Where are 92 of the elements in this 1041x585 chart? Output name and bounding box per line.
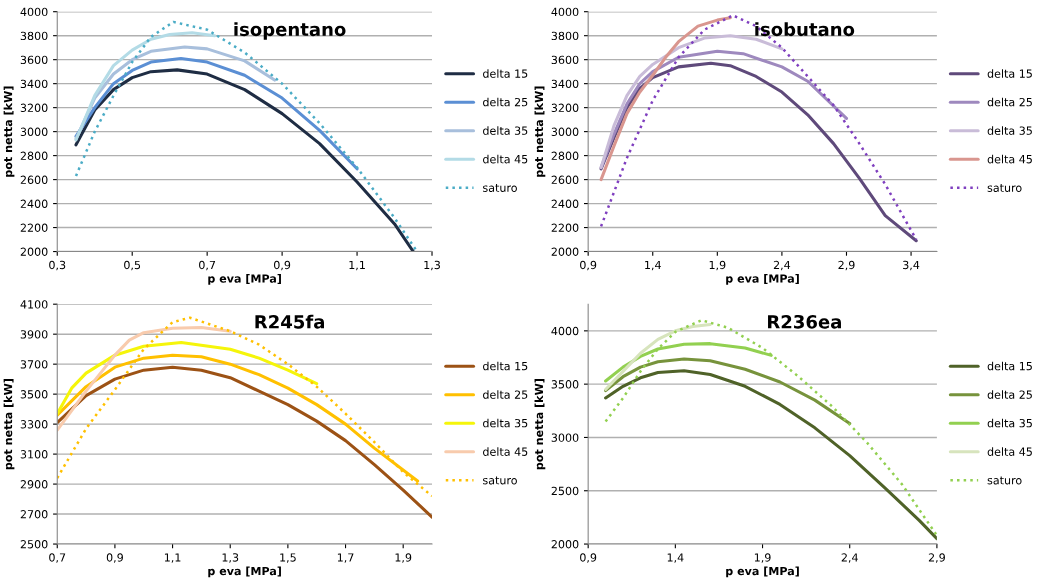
y-axis-title: pot netta [kW] — [534, 379, 546, 470]
y-tick-label: 2200 — [551, 223, 579, 232]
y-tick-label: 2400 — [20, 199, 48, 208]
legend-label: delta 35 — [483, 418, 528, 428]
y-tick-label: 2400 — [551, 199, 579, 208]
x-tick-label: 1,5 — [280, 553, 296, 563]
y-tick-label: 4000 — [20, 7, 48, 17]
x-tick-label: 1,3 — [424, 260, 440, 271]
legend-label: delta 35 — [483, 126, 528, 135]
legend-label: delta 25 — [987, 390, 1032, 399]
y-tick-label: 3800 — [551, 31, 579, 41]
legend-label: saturo — [483, 476, 517, 485]
y-tick-label: 2800 — [20, 151, 48, 160]
x-tick-label: 3,4 — [903, 260, 920, 271]
x-tick-label: 0,9 — [580, 553, 597, 563]
x-tick-label: 1,4 — [667, 553, 684, 563]
y-tick-label: 3300 — [20, 420, 48, 429]
y-tick-label: 3400 — [20, 79, 48, 89]
x-tick-label: 2,9 — [838, 260, 855, 271]
chart-title: R236ea — [768, 314, 841, 329]
y-tick-label: 2600 — [20, 175, 48, 184]
y-tick-label: 2900 — [20, 480, 48, 489]
y-tick-label: 2500 — [20, 540, 48, 549]
y-tick-label: 2500 — [551, 486, 579, 496]
y-tick-label: 3500 — [551, 380, 579, 389]
y-tick-label: 2000 — [551, 540, 579, 549]
x-tick-label: 1,4 — [645, 260, 661, 271]
x-tick-label: 0,3 — [49, 260, 66, 271]
x-tick-label: 1,1 — [349, 260, 365, 271]
y-tick-label: 3400 — [551, 79, 579, 89]
legend-label: delta 35 — [987, 418, 1032, 428]
x-tick-label: 1,9 — [709, 260, 726, 271]
y-axis-title: pot netta [kW] — [534, 86, 546, 177]
x-tick-label: 0,7 — [49, 553, 66, 563]
legend-label: delta 45 — [483, 154, 528, 164]
legend-label: saturo — [987, 183, 1022, 192]
legend-label: saturo — [483, 183, 517, 192]
y-tick-label: 3900 — [20, 330, 48, 339]
y-tick-label: 2600 — [551, 175, 579, 184]
y-tick-label: 3600 — [20, 55, 48, 65]
y-tick-label: 3700 — [20, 360, 48, 369]
chart-title: R245fa — [255, 314, 324, 329]
legend-label: delta 35 — [987, 126, 1032, 135]
legend-label: saturo — [987, 476, 1022, 485]
y-tick-label: 2200 — [20, 223, 48, 232]
legend-label: delta 15 — [483, 361, 528, 371]
x-tick-label: 2,9 — [928, 553, 945, 563]
y-axis-title: pot netta [kW] — [3, 86, 15, 177]
x-tick-label: 2,4 — [773, 260, 791, 271]
x-axis-title: p eva [MPa] — [726, 566, 799, 578]
y-tick-label: 3000 — [551, 127, 579, 136]
x-tick-label: 2,4 — [841, 553, 858, 563]
legend-label: delta 15 — [483, 69, 528, 78]
x-tick-label: 0,7 — [199, 260, 216, 271]
x-tick-label: 0,9 — [274, 260, 291, 271]
y-tick-label: 3100 — [20, 450, 48, 459]
y-tick-label: 3000 — [20, 127, 48, 136]
y-axis-title: pot netta [kW] — [3, 379, 15, 470]
y-tick-label: 2700 — [20, 510, 48, 519]
y-tick-label: 4100 — [20, 300, 48, 309]
legend-label: delta 45 — [987, 154, 1032, 164]
x-tick-label: 1,9 — [754, 553, 771, 563]
legend-label: delta 25 — [483, 390, 528, 399]
y-tick-label: 2000 — [20, 247, 48, 256]
y-tick-label: 3800 — [20, 31, 48, 41]
y-tick-label: 3000 — [551, 433, 579, 442]
y-tick-label: 4000 — [551, 326, 579, 336]
y-tick-label: 3200 — [551, 103, 579, 113]
chart-title: isobutano — [755, 22, 855, 37]
y-tick-label: 4000 — [551, 7, 579, 17]
x-tick-label: 0,9 — [106, 553, 123, 563]
legend-label: delta 25 — [987, 97, 1032, 107]
x-tick-label: 1,9 — [395, 553, 412, 563]
y-tick-label: 2800 — [551, 151, 579, 160]
text: isopentano — [234, 22, 346, 40]
legend-label: delta 15 — [987, 69, 1032, 78]
x-tick-label: 1,7 — [337, 553, 354, 563]
legend-label: delta 45 — [987, 447, 1032, 456]
x-tick-label: 0,5 — [124, 260, 141, 271]
x-tick-label: 1,1 — [164, 553, 181, 563]
legend-label: delta 25 — [483, 97, 528, 107]
x-axis-title: p eva [MPa] — [726, 274, 799, 285]
x-axis-title: p eva [MPa] — [208, 274, 281, 285]
x-axis-title: p eva [MPa] — [208, 566, 281, 578]
y-tick-label: 3500 — [20, 390, 48, 399]
y-tick-label: 3600 — [551, 55, 579, 65]
y-tick-label: 3200 — [20, 103, 48, 113]
y-tick-label: 2000 — [551, 247, 579, 256]
legend-label: delta 15 — [987, 361, 1032, 371]
x-tick-label: 0,9 — [580, 260, 597, 271]
x-tick-label: 1,3 — [222, 553, 239, 563]
legend-label: delta 45 — [483, 447, 528, 456]
